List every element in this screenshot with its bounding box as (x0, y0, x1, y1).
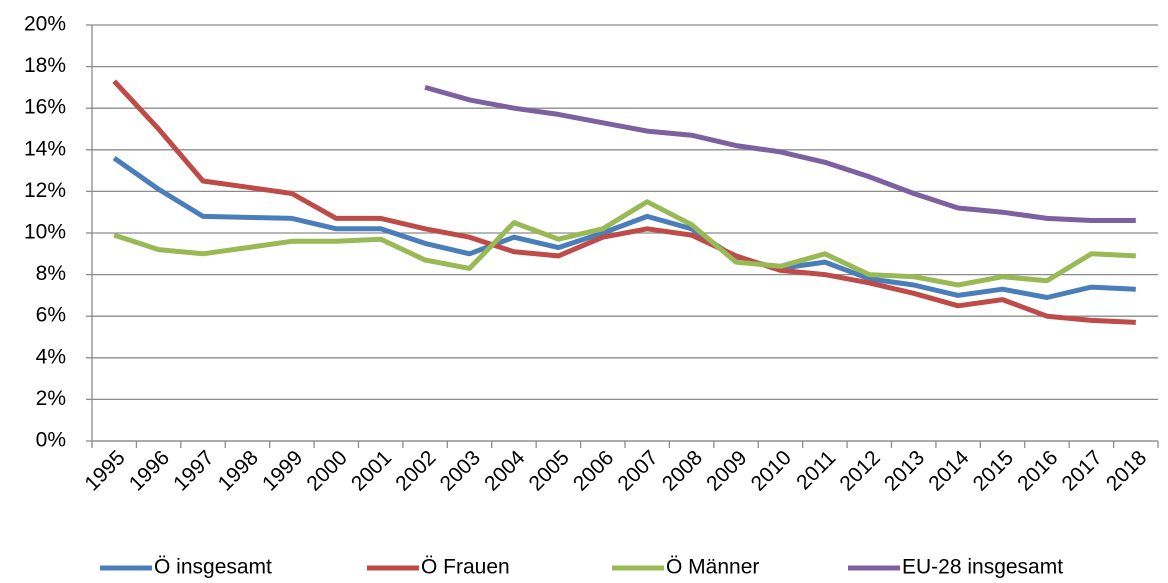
x-tick-label: 2007 (613, 446, 662, 495)
x-tick-label: 1998 (214, 446, 263, 495)
legend-label: Ö Männer (666, 556, 759, 579)
x-tick-label: 2016 (1013, 446, 1062, 495)
x-tick-label: 2017 (1058, 446, 1107, 495)
x-tick-label: 2004 (480, 446, 530, 496)
y-tick-label: 10% (24, 221, 66, 244)
y-tick-label: 6% (36, 304, 66, 327)
x-tick-label: 1999 (258, 446, 307, 495)
x-tick-label: 2009 (702, 446, 751, 495)
x-tick-label: 2000 (302, 446, 351, 495)
series-line (424, 84, 1136, 223)
y-tick-label: 12% (24, 179, 66, 202)
x-tick-label: 2018 (1102, 446, 1151, 495)
x-tick-label: 2002 (391, 446, 440, 495)
y-tick-label: 0% (36, 429, 66, 452)
legend-label: Ö Frauen (421, 556, 510, 579)
x-tick-label: 2013 (880, 446, 929, 495)
y-tick-label: 8% (36, 262, 66, 285)
x-tick-label: 2011 (792, 446, 840, 494)
y-tick-label: 4% (36, 345, 66, 368)
series-line (113, 199, 1136, 288)
y-tick-label: 16% (24, 96, 66, 119)
x-tick-label: 2010 (747, 446, 796, 495)
series-line (112, 156, 1136, 300)
x-tick-label: 2012 (835, 446, 884, 495)
x-tick-label: 2015 (969, 446, 1018, 495)
x-tick-label: 2005 (525, 446, 574, 495)
y-tick-label: 20% (24, 13, 66, 36)
series-line (112, 79, 1136, 325)
x-tick-label: 1996 (125, 446, 174, 495)
y-tick-label: 14% (24, 137, 66, 160)
x-tick-label: 2003 (436, 446, 485, 495)
legend-label: EU-28 insgesamt (902, 556, 1063, 579)
y-tick-label: 18% (24, 54, 66, 77)
x-tick-label: 1995 (80, 446, 129, 495)
legend-label: Ö insgesamt (154, 556, 272, 579)
y-tick-label: 2% (36, 387, 66, 410)
x-tick-label: 1997 (169, 446, 218, 495)
x-tick-label: 2001 (347, 446, 396, 495)
x-tick-label: 2008 (658, 446, 707, 495)
x-tick-label: 2014 (924, 446, 974, 496)
x-tick-label: 2006 (569, 446, 618, 495)
